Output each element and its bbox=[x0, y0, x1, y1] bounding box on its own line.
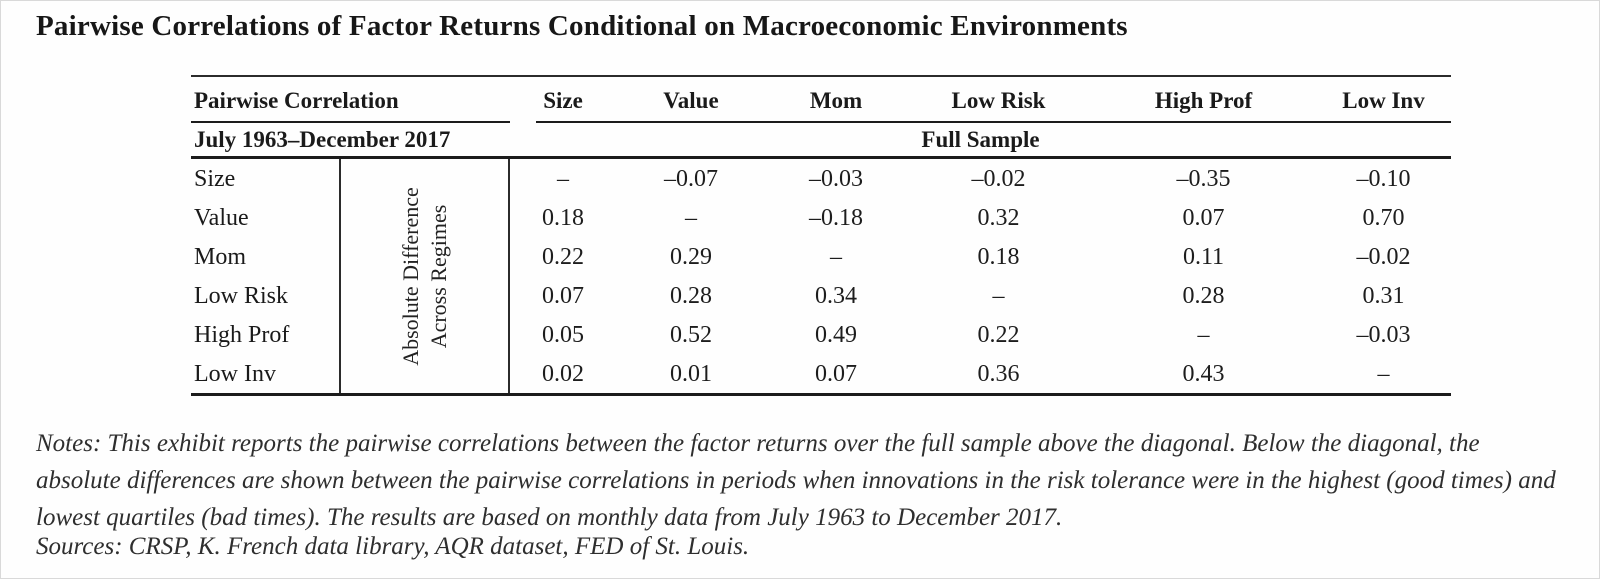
column-header-size: Size bbox=[510, 77, 616, 123]
table-cell: 0.52 bbox=[670, 321, 712, 348]
table-cell: –0.35 bbox=[1176, 165, 1231, 192]
table-cell: 0.05 bbox=[542, 321, 584, 348]
table-cell: – bbox=[1377, 360, 1390, 387]
table-cell: –0.03 bbox=[809, 165, 863, 192]
table-cell: – bbox=[1197, 321, 1210, 348]
table-cell: –0.02 bbox=[971, 165, 1026, 192]
table-cell: 0.70 bbox=[1362, 204, 1405, 231]
table-cell: –0.07 bbox=[664, 165, 718, 192]
table-sources: Sources: CRSP, K. French data library, A… bbox=[36, 533, 750, 560]
rotated-line-2: Across Regimes bbox=[425, 204, 451, 348]
rotated-line-1: Absolute Difference bbox=[398, 186, 424, 366]
row-label-mom: Mom bbox=[194, 243, 247, 270]
column-header-high-prof: High Prof bbox=[1091, 77, 1316, 123]
column-header-value: Value bbox=[616, 77, 766, 123]
table-cell: –0.03 bbox=[1356, 321, 1411, 348]
exhibit-title: Pairwise Correlations of Factor Returns … bbox=[36, 10, 1128, 42]
table-cell: 0.18 bbox=[542, 204, 584, 231]
table-cell: 0.49 bbox=[815, 321, 857, 348]
table-cell: 0.29 bbox=[670, 243, 712, 270]
table-cell: –0.18 bbox=[809, 204, 863, 231]
table-corner-header: Pairwise Correlation bbox=[191, 77, 510, 123]
table-cell: 0.34 bbox=[815, 282, 857, 309]
row-label-high-prof: High Prof bbox=[194, 321, 290, 348]
table-cell: 0.02 bbox=[542, 360, 584, 387]
rotated-axis-text: Absolute Difference Across Regimes bbox=[397, 187, 452, 366]
table-cell: –0.10 bbox=[1356, 165, 1411, 192]
table-cell: 0.01 bbox=[670, 360, 712, 387]
table-cell: –0.02 bbox=[1356, 243, 1411, 270]
table-cell: 0.22 bbox=[542, 243, 584, 270]
rotated-axis-label: Absolute Difference Across Regimes bbox=[339, 159, 510, 393]
table-cell: 0.07 bbox=[542, 282, 584, 309]
table-notes: Notes: This exhibit reports the pairwise… bbox=[36, 430, 1556, 531]
table-cell: 0.28 bbox=[670, 282, 712, 309]
table-cell: 0.28 bbox=[1182, 282, 1225, 309]
table-cell: 0.22 bbox=[977, 321, 1020, 348]
row-label-low-risk: Low Risk bbox=[194, 282, 289, 309]
correlation-table: Pairwise Correlation Size Value Mom Low … bbox=[191, 75, 1451, 396]
table-cell: – bbox=[557, 165, 569, 192]
table-cell: 0.07 bbox=[1182, 204, 1225, 231]
table-cell: 0.31 bbox=[1362, 282, 1405, 309]
table-cell: 0.11 bbox=[1182, 243, 1225, 270]
table-cell: – bbox=[685, 204, 697, 231]
full-sample-label: Full Sample bbox=[510, 123, 1451, 159]
table-cell: 0.32 bbox=[977, 204, 1020, 231]
table-cell: 0.18 bbox=[977, 243, 1020, 270]
row-label-size: Size bbox=[194, 165, 236, 192]
table-cell: 0.36 bbox=[977, 360, 1020, 387]
table-cell: – bbox=[992, 282, 1005, 309]
row-label-value: Value bbox=[194, 204, 249, 231]
column-header-mom: Mom bbox=[766, 77, 906, 123]
table-cell: – bbox=[830, 243, 842, 270]
table-cell: 0.43 bbox=[1182, 360, 1225, 387]
column-header-low-risk: Low Risk bbox=[906, 77, 1091, 123]
sample-period-label: July 1963–December 2017 bbox=[191, 123, 510, 159]
column-header-low-inv: Low Inv bbox=[1316, 77, 1451, 123]
table-cell: 0.07 bbox=[815, 360, 857, 387]
row-label-low-inv: Low Inv bbox=[194, 360, 276, 387]
